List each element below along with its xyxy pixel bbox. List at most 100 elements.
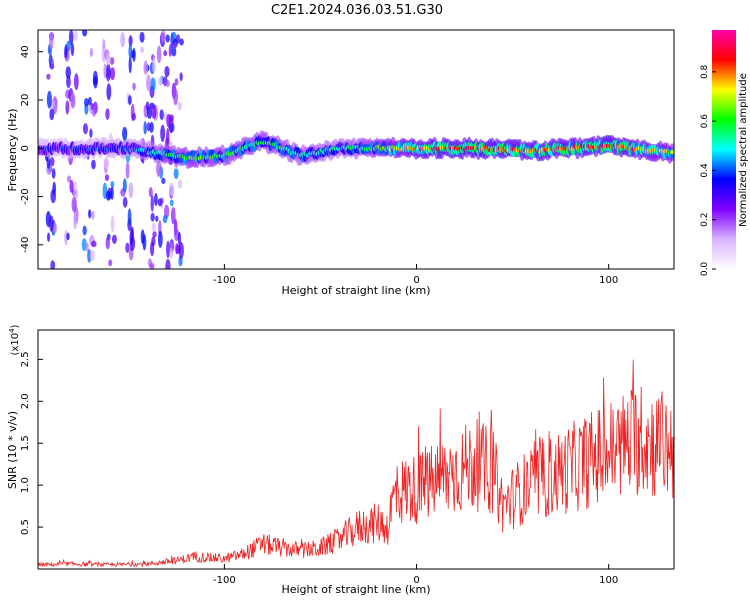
spectrogram-streak-cell [168,141,173,148]
spectrogram-streak-cell [131,112,137,121]
spectrogram-streak-cell [93,76,98,86]
spectrogram-streak-cell [155,215,159,222]
snr-frame [37,329,675,570]
spectrogram-streak-cell [66,232,70,241]
spectrogram-streak-cell [127,208,132,226]
spectrogram-streak-cell [64,44,68,59]
colorbar: 0.0 0.2 0.4 0.6 0.8 Normalized spectral ampl… [700,30,749,276]
spectrogram-streak-cell [157,230,163,248]
spectrogram-streak-cell [164,66,170,78]
spectrogram-streak-cell [65,100,70,115]
spectrogram-streak-cell [161,177,166,184]
spectrogram-streak-cell [82,30,88,37]
spectrogram-x-tick-label: 100 [599,275,618,286]
spectrogram-streak-cell [70,43,75,56]
spectrogram-streak-cell [53,222,58,233]
spectrogram-streak-cell [179,72,183,82]
spectrogram-streak-cell [105,108,110,120]
spectrogram-streak-cell [50,58,55,69]
spectrogram-band [38,130,674,169]
spectrogram-streak-cell [65,66,71,79]
colorbar-bar [712,30,736,269]
spectrogram-streak-cell [50,260,56,269]
spectrogram-streak-cell [165,258,171,269]
colorbar-tick-label: 0.6 [700,114,710,129]
spectrogram-streak-cell [177,179,183,189]
snr-y-multiplier-exponent: 4 [8,328,16,333]
spectrogram-streak-cell [92,109,96,117]
snr-y-tick-label: 1.5 [20,435,31,451]
colorbar-ticks: 0.0 0.2 0.4 0.6 0.8 [700,64,716,276]
spectrogram-streak-cell [150,212,155,222]
spectrogram-streak-cell [140,46,145,54]
colorbar-tick-label: 0.8 [700,64,710,79]
spectrogram-streak-cell [139,31,145,43]
spectrogram-streak-cell [156,45,162,64]
spectrogram-streak-cell [106,83,112,101]
spectrogram-streak-cell [170,206,176,225]
spectrogram-streak-cell [105,236,110,250]
spectrogram-streak-cell [52,181,57,195]
spectrogram-streak-cell [73,30,78,42]
spectrogram-streak-cell [128,56,132,74]
snr-x-tick-label: -100 [213,575,236,586]
spectrogram-streak-cell [48,215,54,232]
spectrogram-streak-cell [149,121,154,133]
spectrogram-streak-cell [90,102,94,111]
spectrogram-streak-cell [163,50,168,57]
spectrogram-streak-cell [91,159,96,170]
spectrogram-streak-cell [84,98,89,107]
spectrogram-streak-cell [125,161,130,180]
spectrogram-streak-cell [109,57,115,65]
spectrogram-streak-cell [89,249,96,261]
spectrogram-streak-cell [173,168,179,180]
spectrogram-streak-cell [160,124,166,142]
spectrogram-streak-cell [91,210,95,220]
spectrogram-streak-cell [175,243,179,255]
spectrogram-streak-cell [128,35,133,47]
spectrogram-x-tick-label: -100 [213,275,236,286]
spectrogram-y-tick-label: -20 [20,188,31,204]
spectrogram-streak-cell [125,242,130,253]
spectrogram-streak-cell [110,215,115,233]
spectrogram-streak-cell [103,63,107,79]
spectrogram-streak-cell [162,214,168,224]
spectrogram-streak-cell [168,116,174,134]
spectrogram-streak-cell [71,196,77,213]
spectrogram-y-tick-label: -40 [20,237,31,253]
spectrogram-x-tick-label: 0 [413,275,419,286]
spectrogram-streak-cell [69,179,74,193]
spectrogram-streak-cell [89,48,93,58]
snr-y-label: SNR (10 * v/v) [6,411,19,489]
spectrogram-streak-cell [158,76,163,86]
spectrogram-streak-cell [152,57,156,75]
snr-x-tick-label: 0 [413,575,419,586]
spectrogram-streak-cell [70,92,76,109]
spectrogram-x-label: Height of straight line (km) [281,284,430,297]
snr-x-label: Height of straight line (km) [281,583,430,596]
spectrogram-streak-cell [159,109,164,121]
snr-y-tick-label: 1.0 [20,477,31,493]
spectrogram-streak-cell [151,236,156,247]
spectrogram-streak-cell [132,82,136,91]
spectrogram-streak-cell [110,67,116,81]
spectrogram-streak-cell [171,46,177,57]
spectrogram-streak-cell [154,192,158,207]
spectrogram-streak-cell [146,106,153,119]
spectrogram-streak-cell [156,160,162,177]
snr-panel: -100 0 100 0.5 1.0 1.5 2.0 2.5 Height of strai… [6,324,675,596]
spectrogram-streak-cell [166,127,170,146]
spectrogram-streak-cell [88,209,92,219]
spectrogram-streak-cell [143,60,148,76]
spectrogram-x-axis: -100 0 100 [213,264,618,286]
snr-y-tick-label: 2.0 [20,393,31,409]
spectrogram-streak-cell [168,44,173,57]
snr-y-axis: 0.5 1.0 1.5 2.0 2.5 [20,351,43,535]
spectrogram-streak-cell [72,188,79,200]
spectrogram-streak-cell [105,190,112,201]
colorbar-tick-label: 0.4 [700,163,710,178]
spectrogram-panel: -100 0 100 -40 -20 0 20 40 Height of straight … [6,29,675,297]
spectrogram-streak-cell [150,195,154,212]
snr-y-multiplier: (x104) [8,324,21,355]
spectrogram-streak-cell [105,63,111,82]
